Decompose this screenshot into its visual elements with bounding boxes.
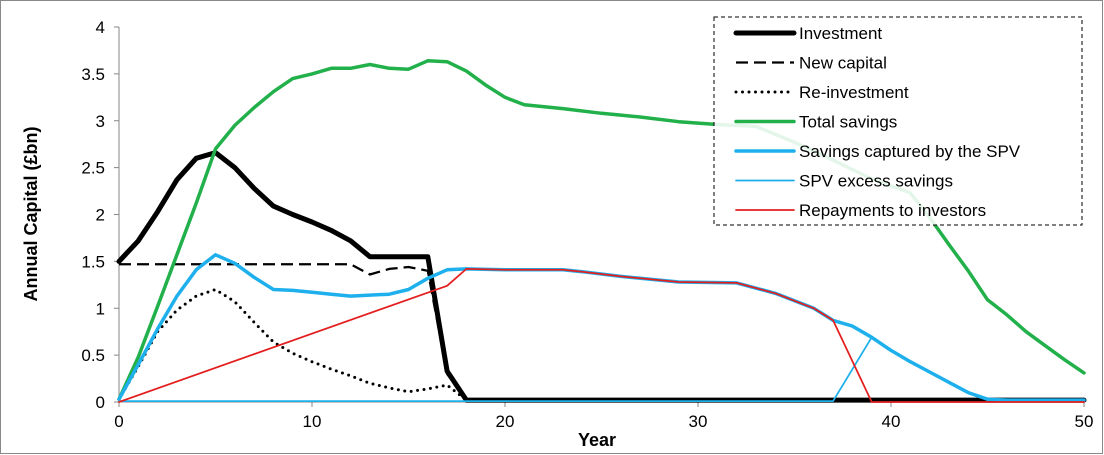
y-tick-label: 0.5: [81, 346, 105, 365]
x-tick-label: 50: [1075, 412, 1094, 431]
legend-label-new-capital: New capital: [799, 54, 887, 73]
series-line-re-investment: [117, 288, 1086, 402]
series-line-repayments-to-investors: [118, 268, 1085, 403]
legend-label-repayments-to-investors: Repayments to investors: [799, 201, 986, 220]
y-tick-label: 3: [96, 112, 105, 131]
y-tick-label: 2.5: [81, 159, 105, 178]
legend-label-savings-captured-by-the-spv: Savings captured by the SPV: [799, 142, 1021, 161]
series-line-spv-excess-savings: [118, 336, 1085, 402]
y-tick-label: 3.5: [81, 65, 105, 84]
y-tick-label: 1: [96, 299, 105, 318]
x-tick-label: 40: [882, 412, 901, 431]
y-axis-title: Annual Capital (£bn): [21, 126, 41, 301]
axes: 00.511.522.533.540 10 20 30 40 50: [81, 18, 1093, 431]
legend-label-re-investment: Re-investment: [799, 83, 909, 102]
series-lines: [116, 59, 1087, 403]
legend-label-total-savings: Total savings: [799, 113, 897, 132]
legend: Investment New capital Re-investment Total …: [713, 16, 1083, 226]
legend-label-spv-excess-savings: SPV excess savings: [799, 172, 953, 191]
legend-label-investment: Investment: [799, 24, 882, 43]
x-tick-label: 10: [303, 412, 322, 431]
y-tick-label: 4: [96, 18, 105, 37]
x-tick-label: 20: [496, 412, 515, 431]
x-tick-label: 30: [689, 412, 708, 431]
series-line-total-savings: [117, 59, 1086, 401]
y-tick-label: 2: [96, 206, 105, 225]
x-axis-title: Year: [578, 430, 616, 450]
y-tick-label: 0: [96, 393, 105, 412]
series-line-investment: [116, 150, 1087, 403]
y-tick-label: 1.5: [81, 252, 105, 271]
x-tick-label: 0: [114, 412, 123, 431]
